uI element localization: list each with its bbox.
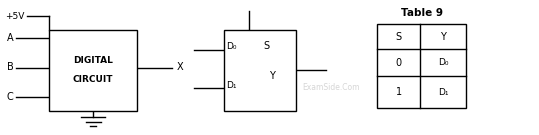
Text: Y: Y [440,32,446,42]
Text: D₁: D₁ [226,81,236,90]
Text: D₀: D₀ [226,43,236,51]
Text: D₁: D₁ [438,88,448,97]
Text: Table 9: Table 9 [401,9,443,18]
Text: B: B [6,63,13,72]
Text: ExamSide.Com: ExamSide.Com [303,83,360,92]
Text: X: X [177,63,183,72]
Text: C: C [6,92,13,102]
Text: S: S [264,41,270,51]
Bar [224,30,296,111]
Text: CIRCUIT: CIRCUIT [73,75,113,84]
Text: Y: Y [269,71,275,81]
Bar [377,24,466,108]
Text: 0: 0 [396,58,402,68]
Text: S: S [396,32,402,42]
Text: 1: 1 [396,87,402,97]
Text: D₀: D₀ [438,58,448,67]
Text: +5V: +5V [5,12,24,21]
Text: A: A [7,33,13,43]
Text: DIGITAL: DIGITAL [73,56,113,65]
Bar [49,30,137,111]
